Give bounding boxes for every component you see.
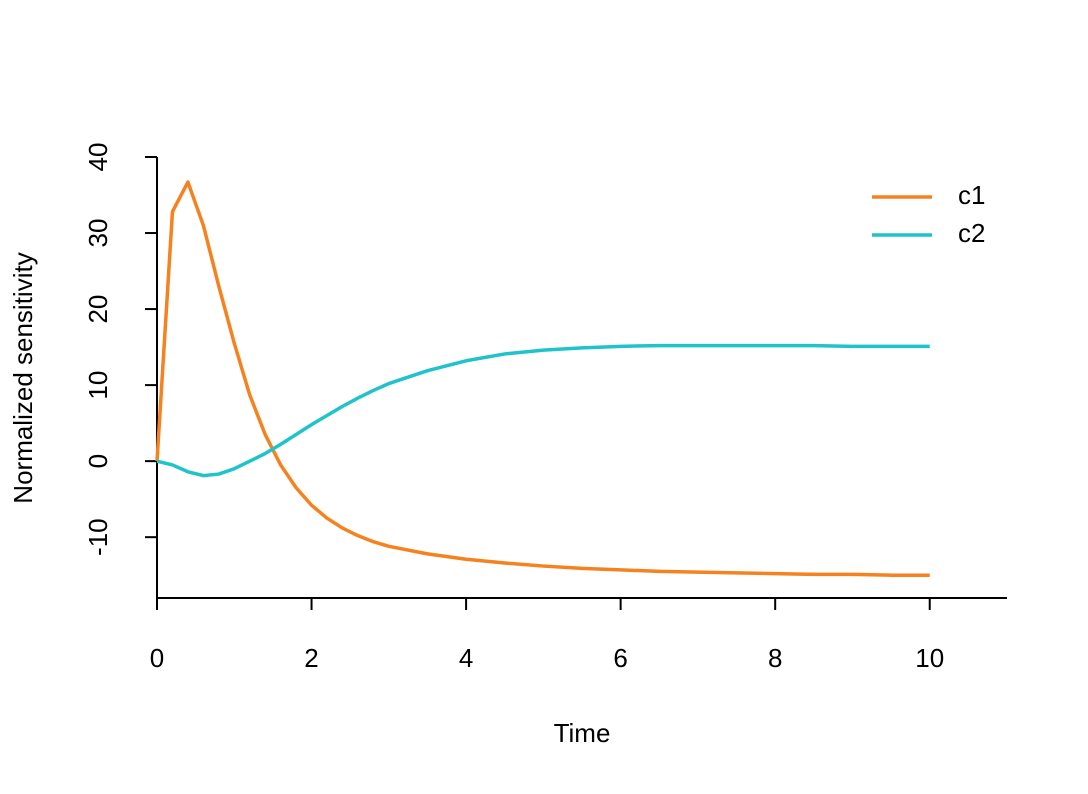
x-axis-label: Time xyxy=(554,718,611,748)
x-tick-label: 0 xyxy=(150,643,164,673)
x-tick-label: 8 xyxy=(768,643,782,673)
y-tick-label: 0 xyxy=(83,454,113,468)
series-line xyxy=(156,343,930,478)
series-line xyxy=(155,180,930,577)
legend-label: c1 xyxy=(958,180,985,210)
y-tick-label: 40 xyxy=(83,143,113,172)
y-tick-label: 10 xyxy=(83,371,113,400)
x-tick-label: 6 xyxy=(613,643,627,673)
x-tick-label: 2 xyxy=(304,643,318,673)
x-tick-label: 10 xyxy=(915,643,944,673)
legend-label: c2 xyxy=(958,218,985,248)
y-tick-label: 20 xyxy=(83,295,113,324)
y-axis-label: Normalized sensitivity xyxy=(8,252,38,503)
x-tick-label: 4 xyxy=(459,643,473,673)
y-tick-label: 30 xyxy=(83,219,113,248)
y-tick-label: -10 xyxy=(83,518,113,556)
